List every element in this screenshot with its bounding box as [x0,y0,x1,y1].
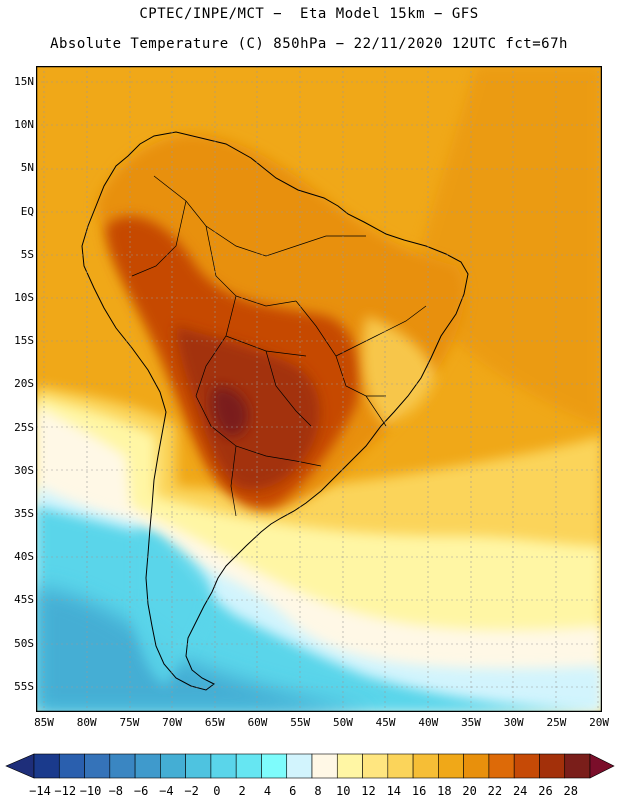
colorbar-label: 4 [263,784,272,798]
colorbar-swatch [336,753,363,779]
latitude-label: 10N [14,118,34,132]
colorbar-label: 12 [361,784,376,798]
country-borders [131,175,427,517]
colorbar-swatch [539,753,566,779]
colorbar-swatch [463,753,490,779]
grid-lines [36,66,602,712]
latitude-label: 20S [14,377,34,391]
ocean-cold-band [36,586,376,712]
latitude-label: 45S [14,593,34,607]
latitude-label: 15N [14,75,34,88]
colorbar-swatch [286,753,313,779]
ocean-east-tongue [406,66,602,426]
latitude-label: 50S [14,636,34,650]
colorbar-label: 8 [314,784,322,798]
longitude-label: 60W [247,716,268,729]
colorbar-swatch [564,753,591,779]
colorbar-label: −8 [108,784,124,798]
latitude-label: 55S [14,679,34,693]
colorbar-swatch [84,753,111,779]
land-max-region [176,326,320,490]
colorbar-swatch [160,753,186,779]
colorbar-swatch [387,753,414,779]
colorbar-label: 6 [289,784,297,798]
colorbar-label: 16 [411,784,427,798]
longitude-label: 20W [589,716,610,729]
colorbar-swatch [235,753,262,779]
longitude-label: 65W [204,716,225,729]
colorbar-swatch [438,753,464,779]
longitude-label: 45W [375,716,396,729]
longitude-label: 70W [162,716,183,729]
longitude-label: 35W [461,716,481,729]
longitude-label: 50W [332,716,353,729]
colorbar-label: 0 [213,784,221,798]
colorbar-label: −14 [29,784,51,798]
colorbar-swatch [311,753,338,779]
colorbar-label: 24 [512,784,528,798]
colorbar-over-arrow [589,753,615,779]
latitude-label: 25S [14,420,34,434]
colorbar-swatch [488,753,515,779]
latitude-label: 35S [14,507,34,520]
colorbar-swatch [513,753,540,779]
longitude-label: 55W [290,716,311,729]
latitude-label: 40S [14,550,34,564]
longitude-label: 80W [76,716,97,729]
title-line-1: CPTEC/INPE/MCT − Eta Model 15km − GFS [139,6,479,22]
map-border [36,66,602,712]
patagonia-cool [135,526,211,686]
color-scale-bar [5,753,615,779]
longitude-label: 85W [34,716,54,729]
latitude-label: 15S [14,334,34,348]
longitude-label: 40W [418,716,439,729]
colorbar-swatch [210,753,237,779]
colorbar-swatch [134,753,161,779]
colorbar-label: 26 [538,784,553,798]
colorbar-label: −2 [184,784,199,798]
colorbar-label: −10 [79,784,102,798]
colorbar-label: −12 [54,784,77,798]
colorbar-label: 18 [437,784,452,798]
longitude-label: 25W [546,716,567,729]
colorbar-swatch [185,753,212,779]
ne-brazil-mild [362,316,436,426]
colorbar-label: 22 [487,784,503,798]
temperature-map [36,66,602,712]
land-peak-region [211,386,249,437]
colorbar-swatch [362,753,389,779]
colorbar-label: 20 [462,784,477,798]
colorbar-label: −6 [133,784,149,798]
latitude-label: 5S [20,247,34,261]
colorbar-label: −4 [159,784,174,798]
colorbar-label: 28 [563,784,578,798]
latitude-label: 10S [14,291,34,304]
latitude-label: 5N [20,161,34,175]
colorbar-label: 10 [336,784,351,798]
colorbar-label: 14 [386,784,402,798]
colorbar-swatch [261,753,288,779]
colorbar-under-arrow [5,753,35,779]
colorbar-label: 2 [238,784,246,798]
south-america-coastline [81,131,469,691]
latitude-label: 30S [14,463,34,477]
colorbar-swatch [412,753,439,779]
colorbar-swatch [33,753,60,779]
longitude-label: 75W [119,716,140,729]
colorbar-swatch [109,753,136,779]
title-line-2: Absolute Temperature (C) 850hPa − 22/11/… [50,36,568,52]
longitude-label: 30W [503,716,524,729]
colorbar-swatch [58,753,85,779]
latitude-label: EQ [20,204,34,218]
